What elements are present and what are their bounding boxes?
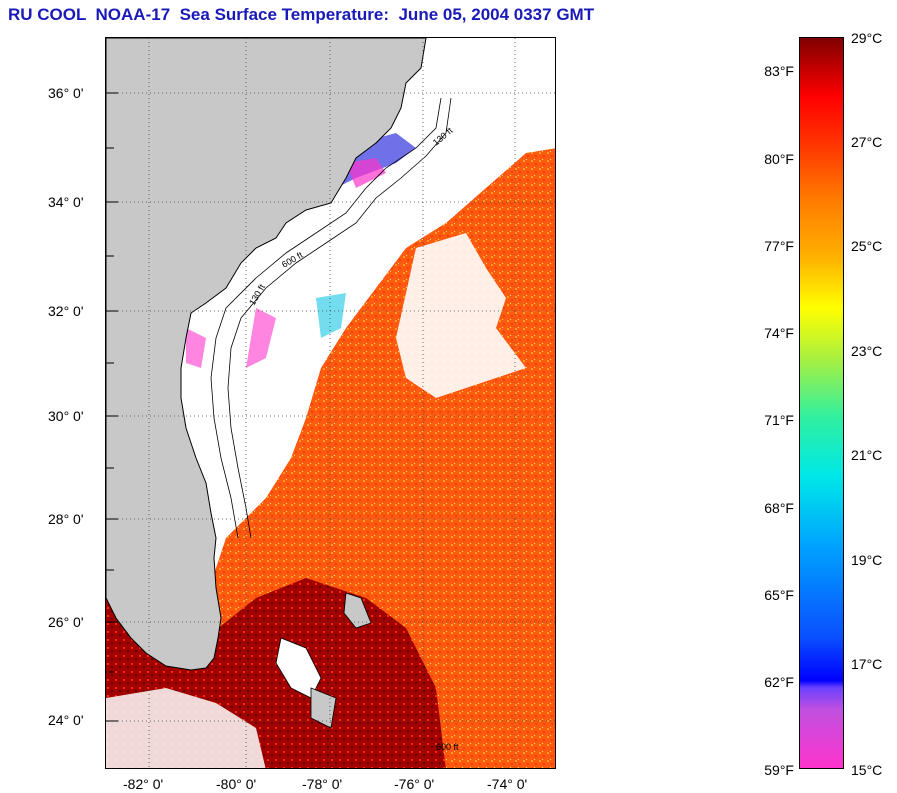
- lat-label-28: 28° 0': [48, 511, 84, 527]
- colorbar-f-59: 59°F: [764, 762, 794, 778]
- color-scale-bar: [799, 37, 844, 769]
- lon-label-80: -80° 0': [216, 776, 257, 792]
- lat-label-34: 34° 0': [48, 194, 84, 210]
- sst-map-image: 130 ft 600 ft 130 ft 600 ft: [106, 38, 555, 768]
- lat-label-32: 32° 0': [48, 303, 84, 319]
- lat-label-24: 24° 0': [48, 712, 84, 728]
- colorbar-f-74: 74°F: [764, 325, 794, 341]
- bathy-label-4: 600 ft: [436, 742, 459, 752]
- colorbar-f-65: 65°F: [764, 587, 794, 603]
- lat-label-26: 26° 0': [48, 614, 84, 630]
- colorbar-f-68: 68°F: [764, 500, 794, 516]
- colorbar-c-25: 25°C: [851, 238, 883, 254]
- chart-title: RU COOL NOAA-17 Sea Surface Temperature:…: [8, 5, 595, 24]
- colorbar-f-77: 77°F: [764, 238, 794, 254]
- colorbar-f-83: 83°F: [764, 63, 794, 79]
- sst-map: 130 ft 600 ft 130 ft 600 ft: [105, 37, 556, 769]
- lon-label-82: -82° 0': [123, 776, 164, 792]
- lon-label-78: -78° 0': [302, 776, 343, 792]
- colorbar-f-71: 71°F: [764, 412, 794, 428]
- lat-label-30: 30° 0': [48, 408, 84, 424]
- lon-label-76: -76° 0': [394, 776, 435, 792]
- colorbar-f-80: 80°F: [764, 151, 794, 167]
- colorbar-c-27: 27°C: [851, 134, 883, 150]
- colorbar-c-29: 29°C: [851, 30, 883, 46]
- colorbar-c-23: 23°C: [851, 343, 883, 359]
- colorbar-c-17: 17°C: [851, 656, 883, 672]
- colorbar-f-62: 62°F: [764, 674, 794, 690]
- colorbar-c-21: 21°C: [851, 447, 883, 463]
- lon-label-74: -74° 0': [487, 776, 528, 792]
- colorbar-c-19: 19°C: [851, 552, 883, 568]
- colorbar-c-15: 15°C: [851, 762, 883, 778]
- lat-label-36: 36° 0': [48, 85, 84, 101]
